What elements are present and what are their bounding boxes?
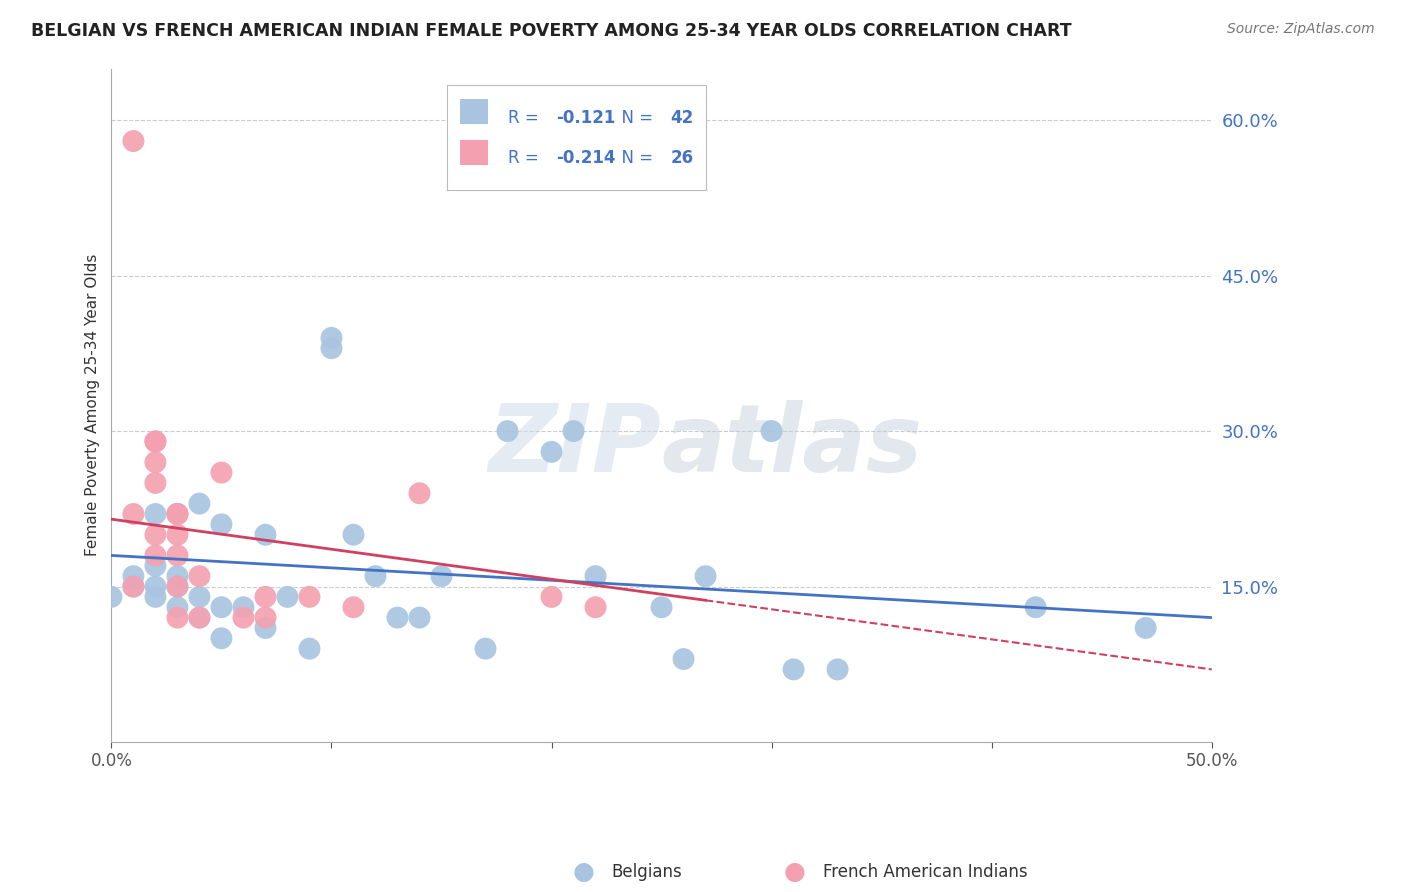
Point: [188, 497, 211, 511]
Point: [651, 600, 673, 615]
FancyBboxPatch shape: [460, 99, 488, 124]
Point: [1135, 621, 1157, 635]
Text: R =: R =: [508, 109, 544, 127]
Point: [540, 445, 562, 459]
Point: [145, 455, 167, 469]
Point: [254, 590, 277, 604]
Point: [188, 610, 211, 624]
Point: [562, 424, 585, 438]
Point: [166, 600, 188, 615]
Point: [761, 424, 783, 438]
Point: [145, 527, 167, 541]
Point: [387, 610, 409, 624]
Text: -0.214: -0.214: [555, 149, 616, 167]
Point: [209, 466, 232, 480]
Point: [188, 590, 211, 604]
Point: [145, 475, 167, 490]
Point: [408, 486, 430, 500]
Point: [166, 527, 188, 541]
Point: [166, 569, 188, 583]
Point: [254, 621, 277, 635]
Point: [232, 610, 254, 624]
Text: atlas: atlas: [662, 400, 922, 491]
Point: [188, 610, 211, 624]
Point: [298, 590, 321, 604]
Point: [122, 507, 145, 521]
Point: [321, 331, 343, 345]
Point: [145, 434, 167, 449]
FancyBboxPatch shape: [460, 139, 488, 165]
Text: N =: N =: [612, 109, 658, 127]
Point: [166, 610, 188, 624]
Text: ●: ●: [572, 861, 595, 884]
Point: [342, 600, 364, 615]
Text: Belgians: Belgians: [612, 863, 682, 881]
Point: [496, 424, 519, 438]
Point: [1025, 600, 1047, 615]
Point: [166, 580, 188, 594]
Point: [145, 580, 167, 594]
Point: [298, 641, 321, 656]
Point: [585, 569, 607, 583]
Text: -0.121: -0.121: [555, 109, 616, 127]
Point: [232, 600, 254, 615]
Point: [695, 569, 717, 583]
FancyBboxPatch shape: [447, 86, 706, 190]
Point: [166, 507, 188, 521]
Y-axis label: Female Poverty Among 25-34 Year Olds: Female Poverty Among 25-34 Year Olds: [86, 254, 100, 557]
Point: [145, 549, 167, 563]
Point: [166, 507, 188, 521]
Point: [145, 434, 167, 449]
Point: [474, 641, 496, 656]
Point: [540, 590, 562, 604]
Text: R =: R =: [508, 149, 544, 167]
Point: [122, 134, 145, 148]
Point: [276, 590, 298, 604]
Point: [166, 549, 188, 563]
Point: [122, 580, 145, 594]
Text: N =: N =: [612, 149, 658, 167]
Point: [408, 610, 430, 624]
Point: [254, 610, 277, 624]
Point: [166, 580, 188, 594]
Point: [209, 517, 232, 532]
Text: 42: 42: [671, 109, 693, 127]
Point: [672, 652, 695, 666]
Text: ●: ●: [783, 861, 806, 884]
Point: [145, 590, 167, 604]
Point: [321, 341, 343, 355]
Point: [782, 662, 804, 676]
Point: [188, 569, 211, 583]
Point: [100, 590, 122, 604]
Point: [364, 569, 387, 583]
Point: [122, 580, 145, 594]
Point: [342, 527, 364, 541]
Point: [209, 600, 232, 615]
Text: French American Indians: French American Indians: [823, 863, 1028, 881]
Point: [145, 558, 167, 573]
Point: [585, 600, 607, 615]
Point: [254, 527, 277, 541]
Text: BELGIAN VS FRENCH AMERICAN INDIAN FEMALE POVERTY AMONG 25-34 YEAR OLDS CORRELATI: BELGIAN VS FRENCH AMERICAN INDIAN FEMALE…: [31, 22, 1071, 40]
Point: [145, 507, 167, 521]
Point: [430, 569, 453, 583]
Point: [827, 662, 849, 676]
Point: [209, 632, 232, 646]
Point: [122, 569, 145, 583]
Text: 26: 26: [671, 149, 693, 167]
Point: [166, 507, 188, 521]
Text: Source: ZipAtlas.com: Source: ZipAtlas.com: [1227, 22, 1375, 37]
Text: ZIP: ZIP: [489, 400, 662, 491]
